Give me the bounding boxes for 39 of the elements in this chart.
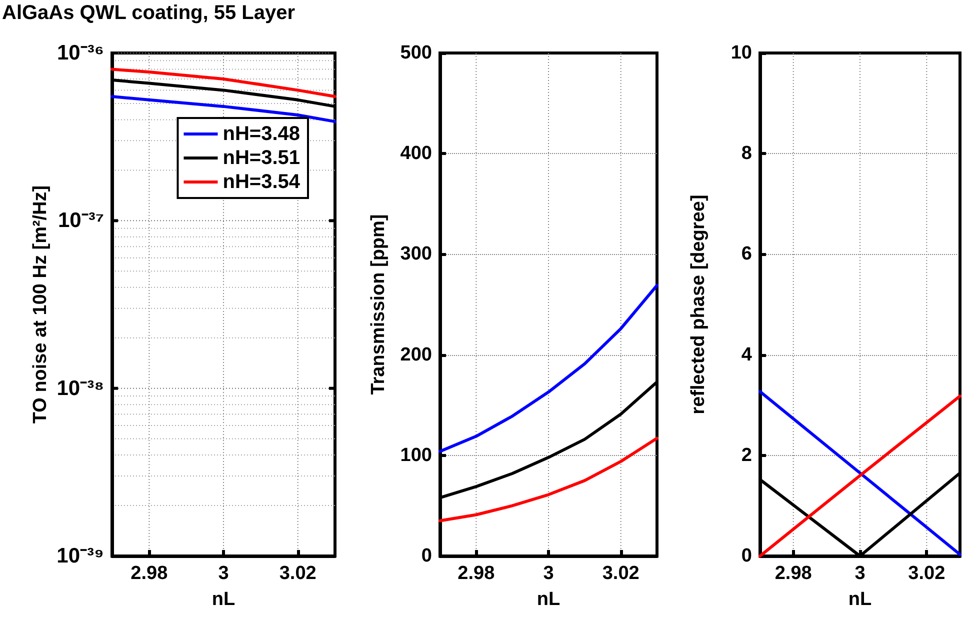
x-tick-label: 2.98 [774,563,812,584]
x-tick-label: 3 [854,563,866,584]
line-series [438,284,658,453]
x-tick-label: 2.98 [458,563,495,584]
y-tick-label: 500 [400,42,432,64]
x-tick-label: 3.02 [908,563,946,584]
y-tick-label: 400 [400,143,432,164]
line-series [110,95,336,124]
y-tick-label: 200 [400,344,432,366]
x-axis-title: nL [212,589,236,610]
y-tick-label: 0 [741,546,752,566]
x-axis-title: nL [848,589,872,610]
x-axis-title: nL [536,589,560,610]
legend-label: nH=3.48 [222,123,300,145]
y-axis-title: reflected phase [degree] [688,194,709,414]
legend-label: nH=3.51 [222,147,300,169]
line-series [110,68,336,98]
chart-title: AlGaAs QWL coating, 55 Layer [2,2,296,25]
x-tick-label: 3.02 [602,563,640,584]
y-tick-label: 10 [730,42,752,64]
y-tick-label: 0 [421,546,432,566]
legend-label: nH=3.54 [222,171,301,193]
y-tick-label: 8 [741,143,752,164]
line-series [438,436,658,522]
y-tick-label: 100 [400,444,432,466]
x-tick-label: 3 [543,563,554,584]
y-axis-title: TO noise at 100 Hz [m²/Hz] [30,185,51,424]
x-tick-label: 3 [218,563,229,584]
y-tick-label: 10⁻³⁸ [56,376,104,400]
y-tick-label: 6 [741,244,752,265]
x-tick-label: 3.02 [279,563,316,584]
x-tick-label: 2.98 [130,563,168,584]
y-tick-label: 10⁻³⁶ [56,42,104,64]
y-tick-label: 10⁻³⁹ [56,544,104,568]
y-tick-label: 2 [741,444,752,466]
y-axis-title: Transmission [ppm] [368,214,389,395]
y-tick-label: 300 [400,244,432,265]
y-tick-label: 4 [741,344,752,366]
y-tick-label: 10⁻³⁷ [58,209,104,232]
